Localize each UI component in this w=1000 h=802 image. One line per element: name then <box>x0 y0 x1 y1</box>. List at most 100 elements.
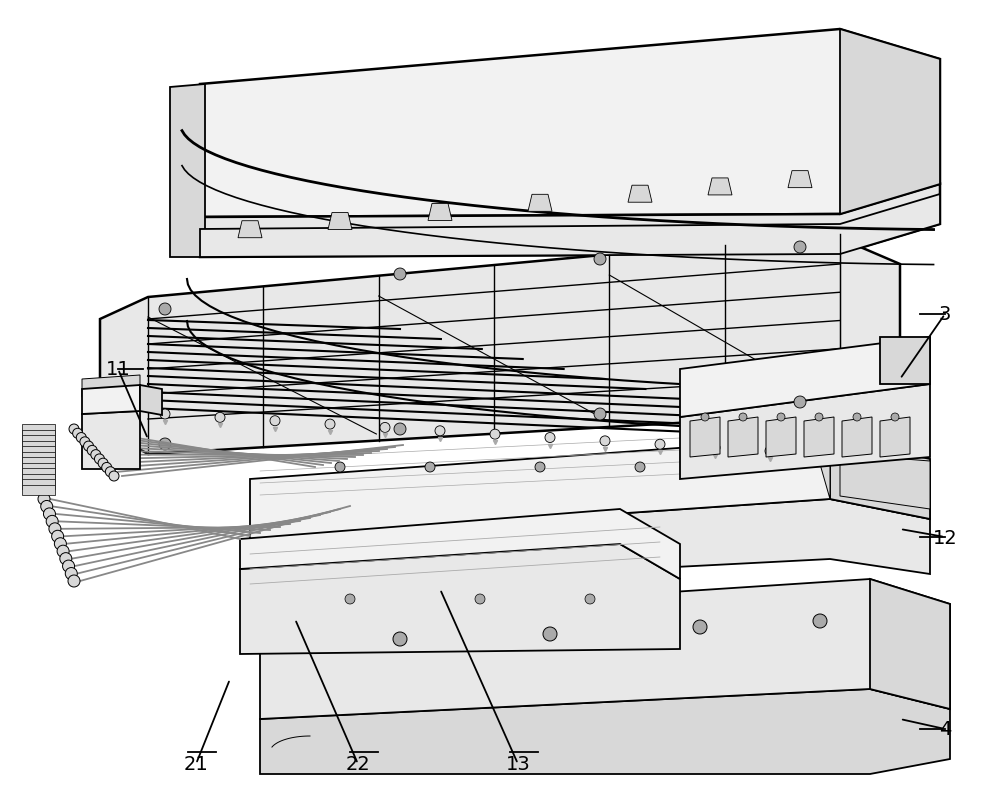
Polygon shape <box>22 447 55 456</box>
Circle shape <box>215 413 225 423</box>
Circle shape <box>159 304 171 316</box>
Circle shape <box>635 463 645 472</box>
Polygon shape <box>240 509 680 579</box>
Circle shape <box>98 459 108 468</box>
Circle shape <box>80 437 90 448</box>
Polygon shape <box>200 30 940 217</box>
Text: 22: 22 <box>346 755 370 774</box>
Polygon shape <box>260 689 950 774</box>
Text: 4: 4 <box>939 719 951 739</box>
Circle shape <box>46 516 58 528</box>
Polygon shape <box>170 85 205 257</box>
Polygon shape <box>82 411 140 469</box>
Polygon shape <box>840 455 930 509</box>
Circle shape <box>594 408 606 420</box>
Circle shape <box>91 450 101 460</box>
Polygon shape <box>820 384 830 500</box>
Polygon shape <box>708 179 732 196</box>
Circle shape <box>94 455 104 464</box>
Circle shape <box>73 429 83 439</box>
Circle shape <box>270 416 280 426</box>
Text: 11: 11 <box>106 360 130 379</box>
Polygon shape <box>82 375 140 398</box>
Polygon shape <box>22 474 55 484</box>
Polygon shape <box>250 437 930 539</box>
Circle shape <box>109 472 119 481</box>
Circle shape <box>394 423 406 435</box>
Text: 21: 21 <box>184 755 208 774</box>
Polygon shape <box>428 205 452 221</box>
Polygon shape <box>830 437 930 520</box>
Circle shape <box>345 594 355 604</box>
Polygon shape <box>22 424 55 435</box>
Circle shape <box>739 414 747 422</box>
Circle shape <box>43 508 55 520</box>
Polygon shape <box>238 221 262 238</box>
Circle shape <box>393 632 407 646</box>
Polygon shape <box>200 184 940 257</box>
Polygon shape <box>22 485 55 495</box>
Circle shape <box>765 447 775 456</box>
Circle shape <box>68 575 80 587</box>
Circle shape <box>102 463 112 473</box>
Circle shape <box>87 446 97 456</box>
Circle shape <box>594 253 606 265</box>
Circle shape <box>745 463 755 472</box>
Polygon shape <box>250 500 930 589</box>
Polygon shape <box>870 579 950 709</box>
Circle shape <box>159 439 171 451</box>
Text: 3: 3 <box>939 305 951 324</box>
Circle shape <box>585 594 595 604</box>
Polygon shape <box>680 384 930 480</box>
Circle shape <box>41 500 53 512</box>
Polygon shape <box>22 463 55 473</box>
Circle shape <box>54 538 66 550</box>
Circle shape <box>394 269 406 281</box>
Circle shape <box>710 443 720 453</box>
Polygon shape <box>328 213 352 230</box>
Circle shape <box>701 414 709 422</box>
Polygon shape <box>22 468 55 479</box>
Circle shape <box>65 568 77 580</box>
Polygon shape <box>766 418 796 457</box>
Circle shape <box>777 414 785 422</box>
Polygon shape <box>680 338 930 418</box>
Polygon shape <box>788 172 812 188</box>
Polygon shape <box>22 452 55 462</box>
Circle shape <box>105 467 115 477</box>
Polygon shape <box>880 338 930 384</box>
Circle shape <box>69 424 79 435</box>
Circle shape <box>60 553 72 565</box>
Circle shape <box>57 545 69 557</box>
Circle shape <box>49 523 61 535</box>
Polygon shape <box>22 430 55 440</box>
Circle shape <box>325 419 335 430</box>
Polygon shape <box>804 418 834 457</box>
Circle shape <box>335 463 345 472</box>
Circle shape <box>425 463 435 472</box>
Polygon shape <box>22 457 55 468</box>
Polygon shape <box>22 480 55 489</box>
Circle shape <box>435 426 445 436</box>
Polygon shape <box>842 418 872 457</box>
Polygon shape <box>82 386 140 415</box>
Text: 13: 13 <box>506 755 530 774</box>
Polygon shape <box>240 545 680 654</box>
Polygon shape <box>200 195 940 257</box>
Circle shape <box>794 396 806 408</box>
Polygon shape <box>528 195 552 212</box>
Circle shape <box>543 627 557 642</box>
Circle shape <box>76 433 86 443</box>
Polygon shape <box>840 30 940 215</box>
Circle shape <box>38 493 50 505</box>
Polygon shape <box>100 235 900 455</box>
Circle shape <box>490 430 500 439</box>
Polygon shape <box>628 186 652 203</box>
Circle shape <box>160 410 170 419</box>
Circle shape <box>794 241 806 253</box>
Circle shape <box>853 414 861 422</box>
Circle shape <box>535 463 545 472</box>
Circle shape <box>380 423 390 433</box>
Polygon shape <box>880 418 910 457</box>
Circle shape <box>813 614 827 628</box>
